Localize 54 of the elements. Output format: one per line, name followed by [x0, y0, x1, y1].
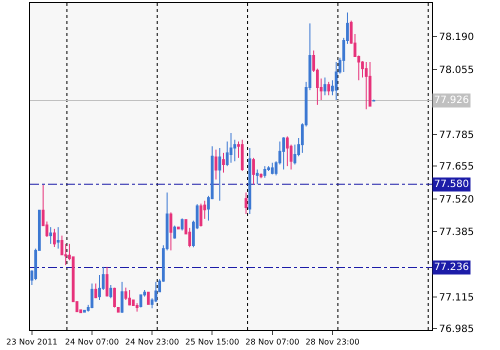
candlestick: [53, 228, 56, 248]
candlestick: [222, 152, 225, 174]
candlestick: [139, 294, 142, 308]
candlestick: [128, 290, 131, 306]
y-tick-label: 77.385: [439, 226, 474, 238]
candlestick: [214, 149, 218, 180]
candlestick: [169, 212, 172, 251]
candlestick: [106, 266, 108, 298]
ref-line-label: 77.926: [434, 95, 469, 106]
x-tick-label: 23 Nov 2011: [6, 338, 58, 347]
candlestick: [173, 225, 176, 240]
candlestick: [282, 136, 286, 170]
x-tick-label: 28 Nov 07:00: [245, 338, 300, 347]
candlestick: [218, 147, 222, 202]
y-tick-label: 77.655: [439, 162, 474, 173]
ref-line-label: 77.580: [434, 179, 469, 190]
x-tick-label: 28 Nov 23:00: [305, 338, 360, 347]
candlestick: [230, 132, 232, 164]
y-tick-label: 77.520: [439, 194, 474, 206]
candlestick: [252, 157, 255, 185]
x-tick-label: 24 Nov 07:00: [65, 338, 119, 347]
candlestick: [120, 281, 124, 314]
candlestick: [248, 147, 252, 215]
ref-line-label: 77.236: [434, 262, 469, 273]
candlestick: [263, 166, 266, 178]
candlestick: [368, 62, 372, 108]
candlestick: [90, 283, 94, 309]
candlestick: [327, 81, 330, 96]
candlestick: [200, 203, 202, 228]
candlestick: [176, 226, 180, 230]
x-tick-label: 24 Nov 23:00: [125, 338, 180, 347]
x-tick-label: 25 Nov 15:00: [185, 338, 240, 347]
y-tick-label: 78.055: [439, 64, 474, 76]
candlestick: [334, 62, 338, 101]
candlestick: [270, 162, 274, 175]
candlestick: [146, 291, 150, 306]
candlestick: [286, 136, 289, 167]
candlestick: [94, 283, 98, 299]
candlestick: [109, 284, 112, 299]
candlestick: [49, 226, 52, 244]
candlestick: [324, 77, 326, 96]
candlestick: [113, 287, 116, 308]
y-tick-label: 76.985: [439, 324, 474, 335]
candlestick: [244, 192, 248, 215]
candlestick: [256, 169, 259, 185]
candlestick: [56, 226, 60, 250]
candlestick: [240, 139, 244, 172]
candlestick: [364, 62, 368, 110]
y-tick-label: 77.785: [439, 130, 474, 142]
y-tick-label: 78.190: [439, 32, 474, 44]
candlestick: [136, 302, 138, 312]
y-tick-label: 77.115: [439, 292, 474, 304]
candlestick: [180, 218, 184, 232]
candlestick: [260, 172, 262, 179]
